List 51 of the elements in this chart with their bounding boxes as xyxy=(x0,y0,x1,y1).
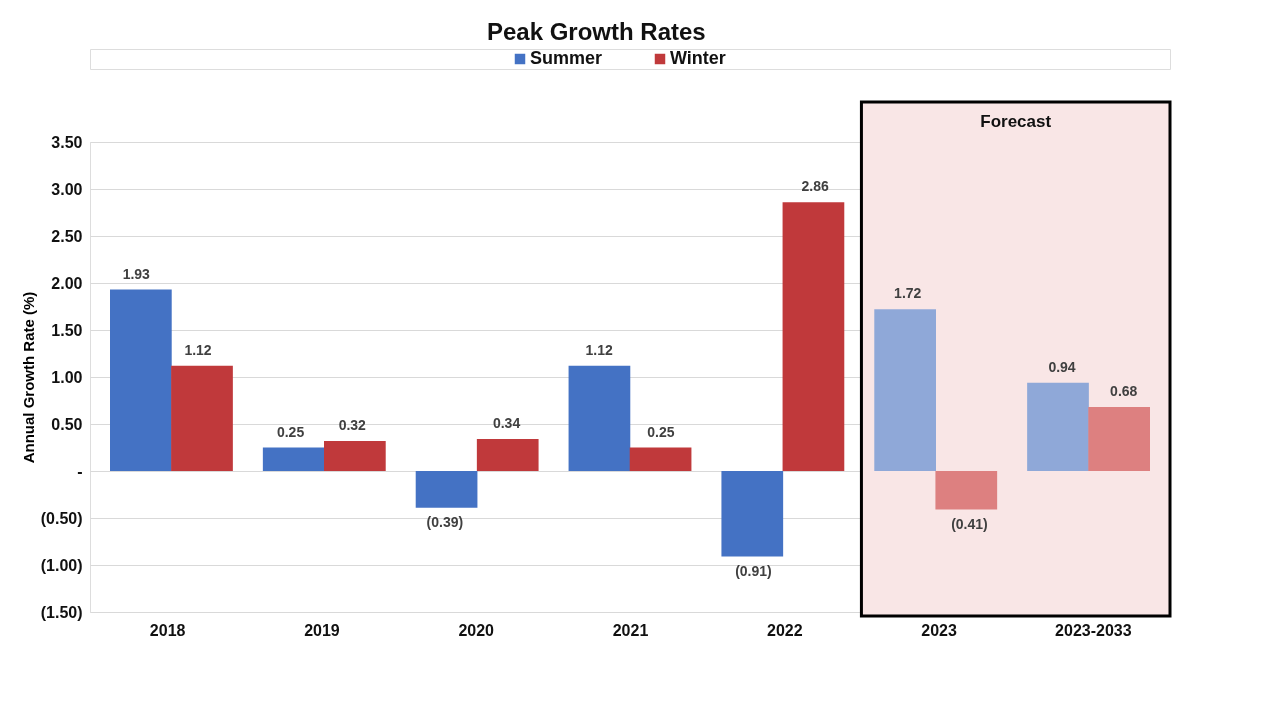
y-tick-label: 3.50 xyxy=(51,133,83,151)
bar xyxy=(110,289,172,471)
data-label: (0.41) xyxy=(951,515,988,532)
data-label: 1.12 xyxy=(184,341,212,358)
data-label: 1.72 xyxy=(894,285,922,302)
band-label: Forecast xyxy=(980,112,1052,131)
y-tick-label: 1.00 xyxy=(51,368,83,386)
x-tick-label: 2022 xyxy=(766,621,803,639)
data-label: 0.34 xyxy=(492,415,521,432)
y-tick-label: 0.50 xyxy=(51,415,83,433)
bar xyxy=(415,471,478,508)
bar xyxy=(1027,382,1089,471)
data-label: 0.32 xyxy=(338,416,367,433)
data-label: 0.68 xyxy=(1110,383,1138,400)
bar xyxy=(171,365,233,471)
bar xyxy=(568,365,631,471)
x-tick-label: 2018 xyxy=(149,621,186,639)
x-tick-label: 2023 xyxy=(921,621,957,639)
y-tick-label: (1.50) xyxy=(40,603,83,621)
x-tick-label: 2021 xyxy=(612,621,649,639)
data-label: (0.91) xyxy=(735,562,772,579)
bar xyxy=(476,439,539,471)
chart-title: Peak Growth Rates xyxy=(486,17,706,45)
y-tick-label: 2.00 xyxy=(51,274,83,292)
x-tick-label: 2019 xyxy=(304,621,340,639)
y-tick-label: (1.00) xyxy=(40,556,83,574)
bar xyxy=(935,471,998,510)
y-tick-label: - xyxy=(77,462,83,480)
bar xyxy=(874,309,936,471)
legend-label: Summer xyxy=(530,48,603,68)
y-tick-label: 2.50 xyxy=(51,227,83,245)
y-tick-label: (0.50) xyxy=(40,509,83,527)
data-label: 0.94 xyxy=(1048,358,1076,375)
bar xyxy=(721,471,784,557)
data-label: 1.12 xyxy=(585,341,613,358)
data-label: (0.39) xyxy=(426,513,464,530)
y-tick-label: 3.00 xyxy=(51,180,83,198)
legend-label: Winter xyxy=(670,48,726,68)
y-axis-title: Annual Growth Rate (%) xyxy=(19,291,37,464)
bar xyxy=(1088,407,1150,471)
data-label: 0.25 xyxy=(647,423,675,440)
bar xyxy=(262,447,325,471)
data-label: 2.86 xyxy=(801,178,829,195)
y-tick-label: 1.50 xyxy=(51,321,83,339)
data-label: 1.93 xyxy=(122,265,151,282)
bar xyxy=(782,202,845,471)
x-tick-label: 2020 xyxy=(458,621,495,639)
data-label: 0.25 xyxy=(276,423,305,440)
bar xyxy=(324,440,386,471)
x-tick-label: 2023-2033 xyxy=(1055,621,1132,639)
bar xyxy=(629,447,692,471)
